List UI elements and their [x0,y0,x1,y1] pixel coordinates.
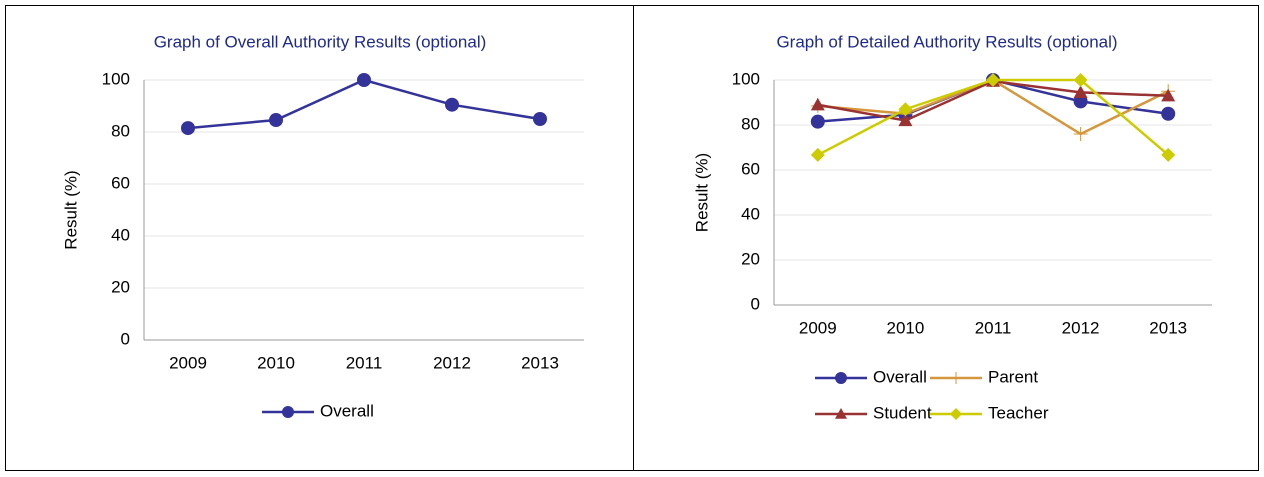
y-tick-label: 20 [741,249,760,268]
point [950,372,962,384]
point [986,73,1000,87]
y-tick-label: 0 [751,294,760,313]
point [269,113,283,128]
y-axis-label: Result (%) [61,170,80,249]
x-tick-label: 2012 [433,353,471,372]
y-tick-label: 0 [121,329,130,348]
point [835,408,847,419]
x-tick-label: 2010 [257,353,295,372]
point [1073,85,1088,98]
legend-label: Overall [320,401,374,420]
point [810,97,825,111]
point [1161,106,1176,121]
chart-title: Graph of Overall Authority Results (opti… [154,32,487,51]
point [533,112,547,126]
legend-label: Parent [988,367,1038,386]
point [282,406,294,418]
y-axis-label: Result (%) [692,153,711,232]
series-line [187,78,541,130]
x-tick-label: 2009 [799,318,837,337]
y-tick-label: 60 [111,173,130,192]
x-tick-label: 2013 [521,353,559,372]
y-tick-label: 100 [732,69,760,88]
point [835,372,847,384]
x-tick-label: 2011 [346,353,383,372]
point [181,121,195,136]
legend-label: Student [873,403,932,422]
x-tick-label: 2011 [975,318,1012,337]
point [1073,127,1088,141]
x-tick-label: 2012 [1062,318,1100,337]
legend-label: Teacher [988,403,1049,422]
chart-title: Graph of Detailed Authority Results (opt… [776,32,1117,51]
point [445,97,459,112]
series-line [817,79,1169,122]
y-tick-label: 60 [741,159,760,178]
point [898,113,913,127]
point [1161,147,1176,162]
y-tick-label: 40 [111,225,130,244]
point [1161,88,1176,102]
point [810,147,825,162]
point [1073,73,1088,87]
x-tick-label: 2013 [1149,318,1187,337]
panel [633,5,1259,471]
y-tick-label: 40 [741,204,760,223]
point [950,408,962,420]
y-tick-label: 20 [111,277,130,296]
x-tick-label: 2010 [886,318,924,337]
y-tick-label: 80 [111,121,130,140]
y-tick-label: 80 [741,114,760,133]
x-tick-label: 2009 [169,353,207,372]
point [898,102,913,117]
point [357,73,371,87]
y-tick-label: 100 [102,69,130,88]
legend-label: Overall [873,367,927,386]
point [810,114,825,129]
